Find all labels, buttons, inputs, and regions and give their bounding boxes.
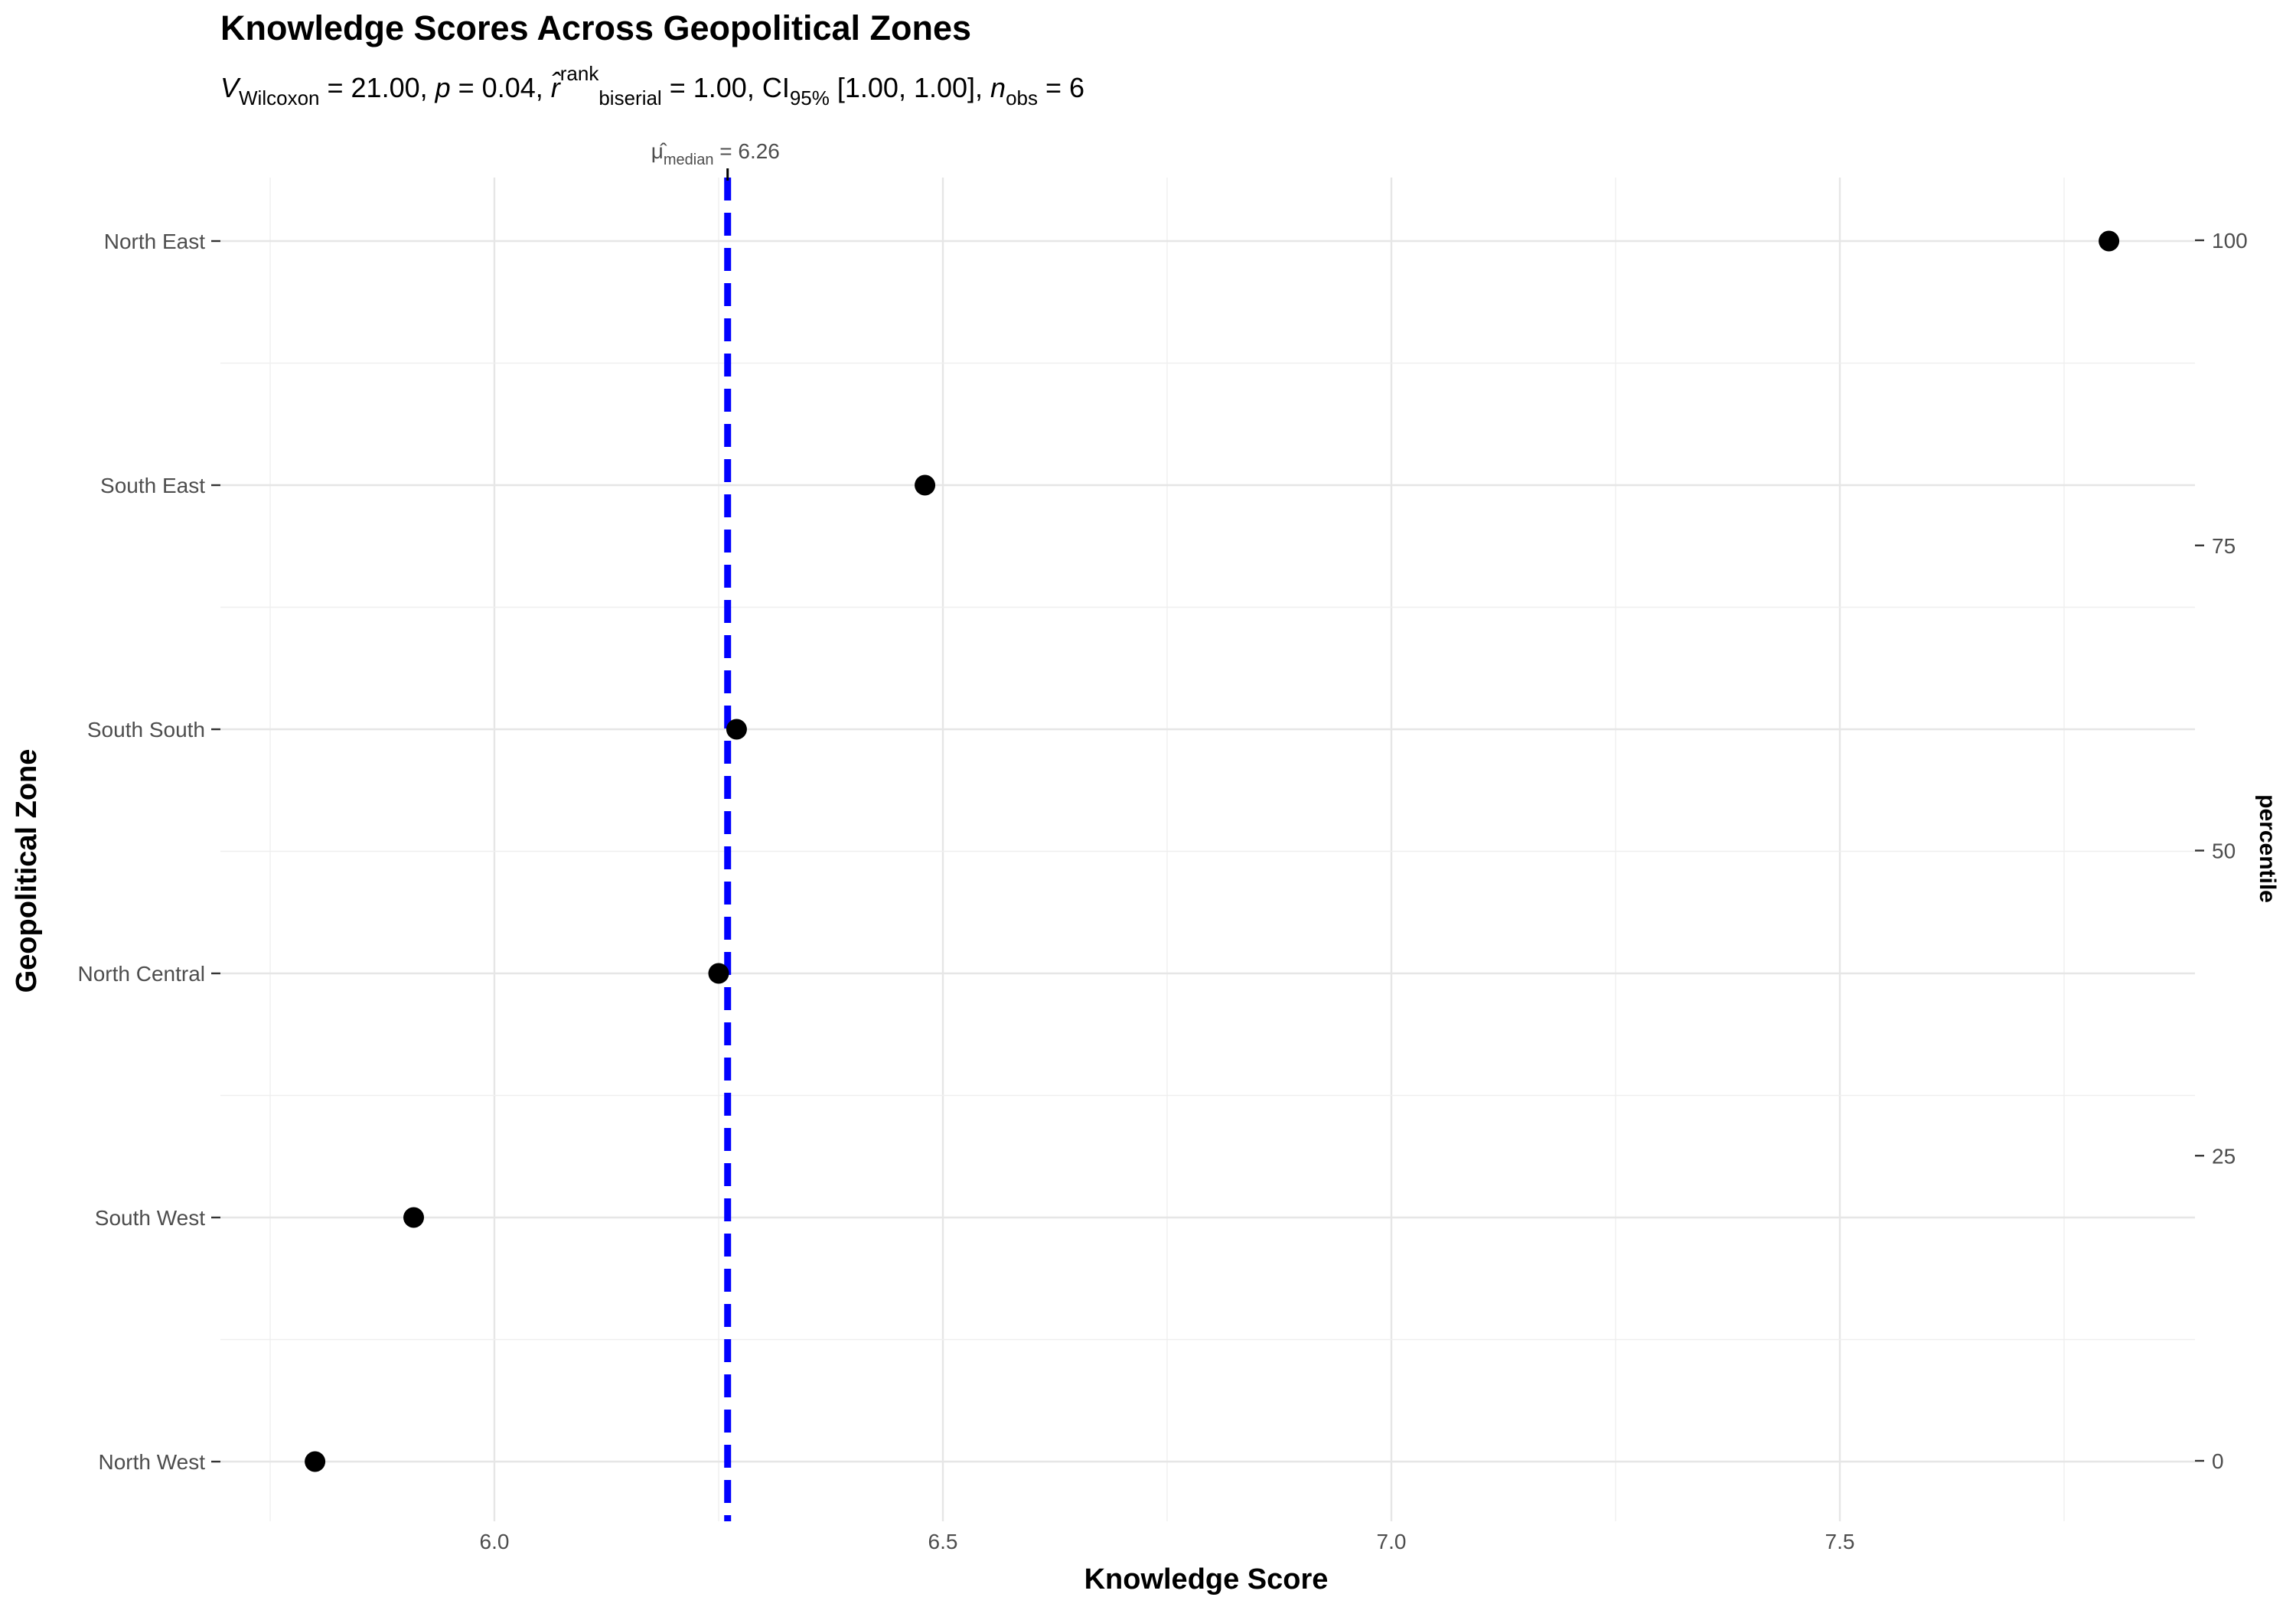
subtitle-r-sup: rank: [560, 62, 600, 85]
y2-tick-label: 0: [2212, 1449, 2224, 1473]
data-point: [726, 719, 747, 740]
axes: 6.0 6.5 7.0 7.5 North West South West North Ce…: [77, 229, 2247, 1553]
subtitle-n-symbol: n: [990, 72, 1006, 103]
subtitle-r-value: = 1.00, CI: [662, 72, 790, 103]
y2-tick-label: 25: [2212, 1144, 2236, 1168]
x-tick-label: 6.5: [928, 1530, 958, 1553]
median-symbol: μ̂: [651, 139, 667, 163]
subtitle-n-value: = 6: [1038, 72, 1084, 103]
median-value: = 6.26: [713, 139, 779, 163]
y2-axis-title: percentile: [2255, 794, 2280, 903]
median-label: μ̂median = 6.26: [651, 139, 780, 168]
subtitle-ci-sub: 95%: [790, 86, 830, 109]
grid: [220, 178, 2195, 1521]
data-point: [708, 963, 729, 984]
x-tick-label: 6.0: [480, 1530, 510, 1553]
y-tick-label: North East: [104, 230, 205, 253]
subtitle-v-value: = 21.00,: [320, 72, 435, 103]
subtitle-p-value: = 0.04,: [451, 72, 551, 103]
y2-tick-label: 50: [2212, 839, 2236, 863]
data-point: [915, 474, 936, 496]
median-sub: median: [664, 152, 714, 168]
y-tick-label: South West: [95, 1206, 205, 1230]
subtitle-v-sub: Wilcoxon: [239, 86, 319, 109]
chart-title: Knowledge Scores Across Geopolitical Zon…: [220, 8, 971, 47]
subtitle-r-sub: biserial: [598, 86, 661, 109]
subtitle-v-symbol: V: [220, 72, 241, 103]
x-axis-title: Knowledge Score: [1084, 1563, 1329, 1596]
y-axis-title: Geopolitical Zone: [11, 749, 43, 993]
subtitle-p-symbol: p: [435, 72, 451, 103]
y-tick-label: South South: [87, 718, 205, 742]
subtitle-r-symbol: r̂: [551, 70, 562, 103]
y2-tick-label: 75: [2212, 534, 2236, 558]
subtitle-ci-value: [1.00, 1.00],: [830, 72, 990, 103]
data-point: [2099, 230, 2120, 252]
y-tick-label: South East: [100, 474, 205, 497]
subtitle-n-sub: obs: [1006, 86, 1038, 109]
y-tick-label: North West: [98, 1450, 205, 1474]
data-point: [305, 1451, 326, 1472]
data-points: [305, 230, 2120, 1472]
data-point: [403, 1207, 425, 1228]
y2-tick-label: 100: [2212, 229, 2248, 253]
x-tick-label: 7.5: [1825, 1530, 1855, 1553]
y-tick-label: North Central: [77, 962, 205, 986]
x-tick-label: 7.0: [1377, 1530, 1407, 1553]
chart-subtitle: VWilcoxon = 21.00, p = 0.04, r̂rankbiser…: [220, 62, 1084, 109]
